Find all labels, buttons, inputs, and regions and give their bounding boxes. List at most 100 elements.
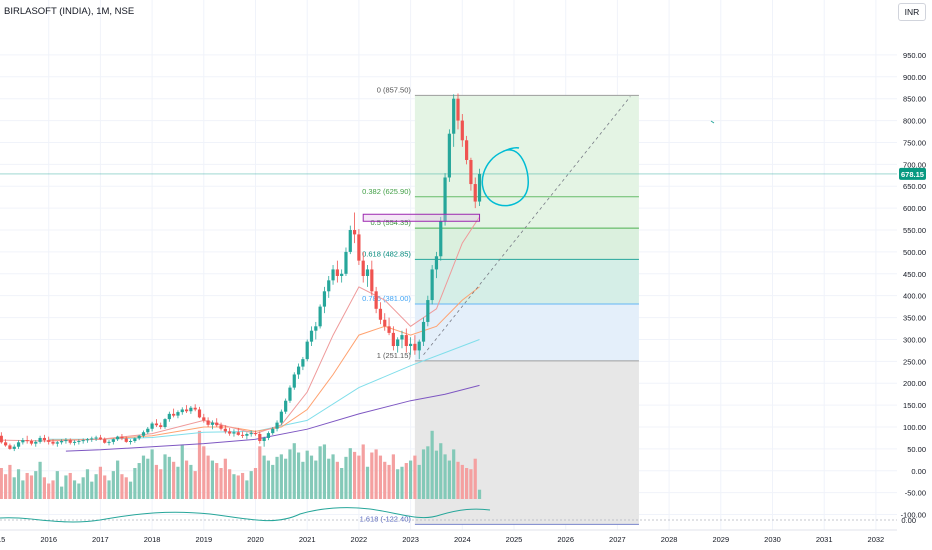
time-tick-label: 2023 (402, 535, 419, 544)
volume-bar (219, 468, 223, 499)
candle (443, 177, 447, 222)
candle (128, 441, 133, 443)
candle (72, 441, 77, 443)
price-tick-label: 0.00 (911, 467, 926, 476)
volume-bar (137, 463, 141, 499)
volume-bar (318, 446, 322, 499)
candle (340, 273, 344, 276)
candle (413, 343, 417, 351)
volume-bar (443, 454, 447, 499)
volume-bar (146, 458, 150, 499)
volume-bar (327, 458, 331, 499)
volume-bar (469, 469, 473, 499)
volume-bar (21, 480, 25, 499)
candle (47, 440, 51, 442)
volume-bar (473, 458, 477, 499)
candle (77, 441, 81, 443)
candle (439, 221, 443, 257)
candle (163, 419, 167, 427)
symbol-title[interactable]: BIRLASOFT (INDIA), 1M, NSE (4, 6, 135, 17)
volume-bar (335, 461, 339, 499)
volume-bar (154, 464, 159, 499)
candle (90, 438, 94, 440)
candle (335, 269, 339, 276)
price-tick-label: 600.00 (903, 204, 926, 213)
volume-bar (249, 471, 253, 499)
volume-bar (284, 458, 288, 499)
volume-bar (103, 475, 107, 499)
candle (133, 438, 137, 442)
price-tick-label: 950.00 (903, 51, 926, 60)
candle (16, 442, 21, 447)
oscillator-line (0, 507, 491, 523)
volume-bar (133, 468, 137, 499)
fib-level-label: 0 (857.50) (377, 85, 412, 94)
volume-bar (357, 455, 361, 499)
time-tick-label: 2021 (299, 535, 316, 544)
candle (12, 446, 16, 449)
time-tick-label: 2028 (661, 535, 678, 544)
volume-bar (184, 460, 189, 499)
candle (292, 374, 296, 388)
volume-bar (378, 455, 383, 499)
candle (42, 437, 46, 441)
candle (365, 269, 370, 276)
moving-average-purple (65, 384, 480, 452)
fib-level-label: 1.618 (-122.40) (360, 514, 412, 523)
price-tick-label: 400.00 (903, 292, 926, 301)
candle (322, 291, 327, 307)
price-tick-label: 100.00 (903, 423, 926, 432)
candle (116, 436, 120, 440)
candle (215, 422, 219, 426)
volume-bar (396, 469, 400, 499)
volume-bar (98, 466, 102, 499)
volume-bar (0, 468, 3, 499)
time-tick-label: 2015 (0, 535, 5, 544)
candle (94, 437, 98, 439)
time-tick-label: 2024 (454, 535, 471, 544)
volume-bar (85, 469, 90, 499)
time-tick-label: 2029 (712, 535, 729, 544)
volume-bar (296, 452, 301, 499)
candle (228, 431, 232, 434)
time-tick-label: 2020 (247, 535, 264, 544)
time-tick-label: 2019 (195, 535, 212, 544)
candle (378, 308, 383, 320)
candle (232, 432, 236, 434)
candle (81, 440, 85, 442)
volume-bar (314, 460, 318, 499)
candle (426, 300, 430, 322)
candle (262, 437, 266, 442)
candle (387, 326, 391, 333)
candle (184, 409, 189, 412)
candle (176, 412, 180, 416)
volume-bar (344, 456, 348, 499)
volume-bar (77, 483, 81, 499)
candle (60, 441, 64, 443)
volume-bar (374, 449, 378, 499)
volume-bar (262, 455, 266, 499)
candle (275, 422, 279, 429)
volume-bar (266, 460, 271, 499)
volume-bar (301, 461, 305, 499)
volume-bar (292, 443, 296, 499)
fib-level-label: 1 (251.15) (377, 351, 412, 360)
candle (107, 441, 111, 443)
volume-bar (465, 468, 469, 499)
volume-bar (245, 480, 249, 499)
candle (21, 440, 25, 443)
candle (266, 433, 271, 438)
candle (456, 98, 460, 121)
price-tick-label: 750.00 (903, 138, 926, 147)
volume-bar (331, 454, 335, 499)
volume-bar (417, 464, 421, 499)
volume-bar (64, 475, 68, 499)
volume-bar (47, 483, 51, 499)
currency-button[interactable]: INR (898, 3, 926, 21)
volume-bar (352, 451, 357, 499)
volume-bar (228, 469, 232, 499)
candle (202, 417, 206, 421)
time-tick-label: 2026 (557, 535, 574, 544)
candle (271, 428, 275, 434)
